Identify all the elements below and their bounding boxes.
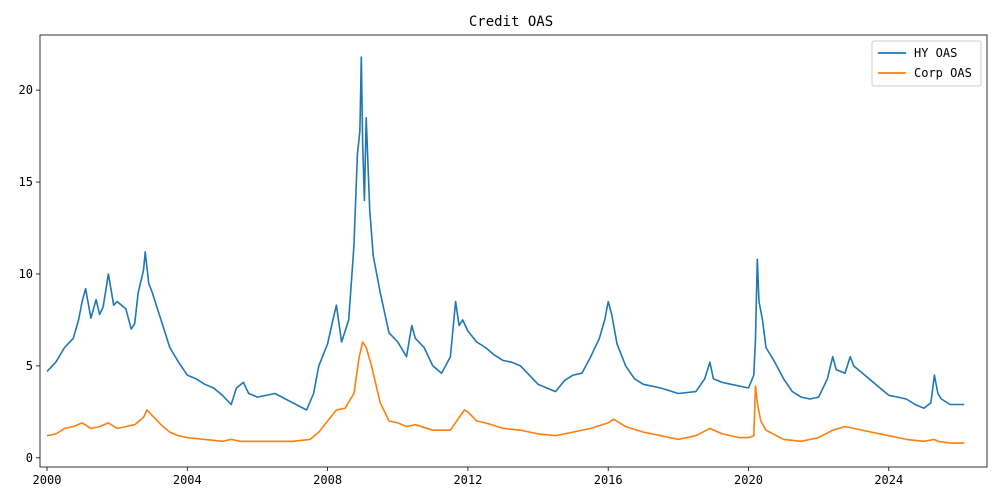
x-tick-label: 2016 [594,473,623,487]
x-tick-label: 2004 [173,473,202,487]
y-tick-label: 0 [26,451,33,465]
y-tick-label: 5 [26,359,33,373]
x-axis: 2000 2004 2008 2012 2016 2020 2024 [33,467,903,487]
x-tick-label: 2012 [453,473,482,487]
plot-area [46,56,965,444]
legend-label: Corp OAS [914,66,972,80]
legend-label: HY OAS [914,46,957,60]
series-line-hy-oas [46,56,965,411]
y-axis: 0 5 10 15 20 [19,83,40,465]
x-tick-label: 2008 [313,473,342,487]
x-tick-label: 2020 [734,473,763,487]
x-tick-label: 2000 [33,473,62,487]
plot-frame [39,34,988,468]
chart-title: Credit OAS [469,14,553,30]
legend: HY OAS Corp OAS [871,40,982,87]
x-tick-label: 2024 [874,473,903,487]
series-line-corp-oas [46,341,965,444]
y-tick-label: 20 [19,83,33,97]
y-tick-label: 10 [19,267,33,281]
y-tick-label: 15 [19,175,33,189]
